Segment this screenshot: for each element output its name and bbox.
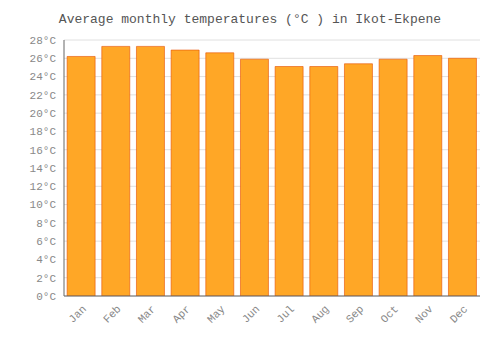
svg-text:Aug: Aug (309, 303, 331, 325)
svg-text:Oct: Oct (378, 303, 400, 325)
svg-text:Nov: Nov (413, 303, 436, 326)
svg-text:Jul: Jul (274, 303, 296, 325)
svg-text:28°C: 28°C (30, 35, 57, 47)
svg-text:Jun: Jun (240, 303, 262, 325)
svg-text:0°C: 0°C (36, 291, 56, 303)
svg-text:Apr: Apr (170, 303, 192, 325)
svg-text:14°C: 14°C (30, 163, 57, 175)
svg-text:22°C: 22°C (30, 90, 57, 102)
html-text:Average monthly temperatures (: Average monthly temperatures (°C ) in Ik… (58, 12, 442, 27)
svg-text:18°C: 18°C (30, 126, 57, 138)
svg-text:4°C: 4°C (36, 254, 56, 266)
svg-text:Dec: Dec (448, 303, 470, 325)
svg-text:May: May (205, 303, 228, 326)
svg-text:Feb: Feb (101, 303, 123, 325)
svg-text:12°C: 12°C (30, 181, 57, 193)
svg-text:Mar: Mar (136, 303, 158, 325)
svg-text:6°C: 6°C (36, 236, 56, 248)
svg-text:16°C: 16°C (30, 145, 57, 157)
svg-text:26°C: 26°C (30, 53, 57, 65)
svg-text:Sep: Sep (344, 303, 366, 325)
svg-text:10°C: 10°C (30, 199, 57, 211)
svg-text:24°C: 24°C (30, 71, 57, 83)
svg-text:2°C: 2°C (36, 273, 56, 285)
svg-text:Jan: Jan (66, 303, 88, 325)
svg-text:8°C: 8°C (36, 218, 56, 230)
svg-text:20°C: 20°C (30, 108, 57, 120)
